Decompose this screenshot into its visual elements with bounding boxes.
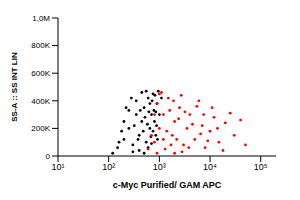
svg-text:200K: 200K [31, 124, 50, 133]
svg-text:10¹: 10¹ [51, 162, 64, 172]
svg-text:800K: 800K [31, 41, 50, 50]
svg-text:10²: 10² [102, 162, 115, 172]
svg-text:c-Myc Purified/ GAM APC: c-Myc Purified/ GAM APC [113, 180, 222, 190]
svg-text:400K: 400K [31, 97, 50, 106]
svg-text:10⁴: 10⁴ [203, 162, 217, 172]
svg-text:0: 0 [46, 152, 51, 161]
svg-text:SS-A :: SS INT LIN: SS-A :: SS INT LIN [10, 52, 19, 122]
svg-text:10⁵: 10⁵ [254, 162, 268, 172]
svg-text:600K: 600K [31, 69, 50, 78]
svg-text:1,0M: 1,0M [32, 14, 50, 23]
svg-text:10³: 10³ [153, 162, 166, 172]
